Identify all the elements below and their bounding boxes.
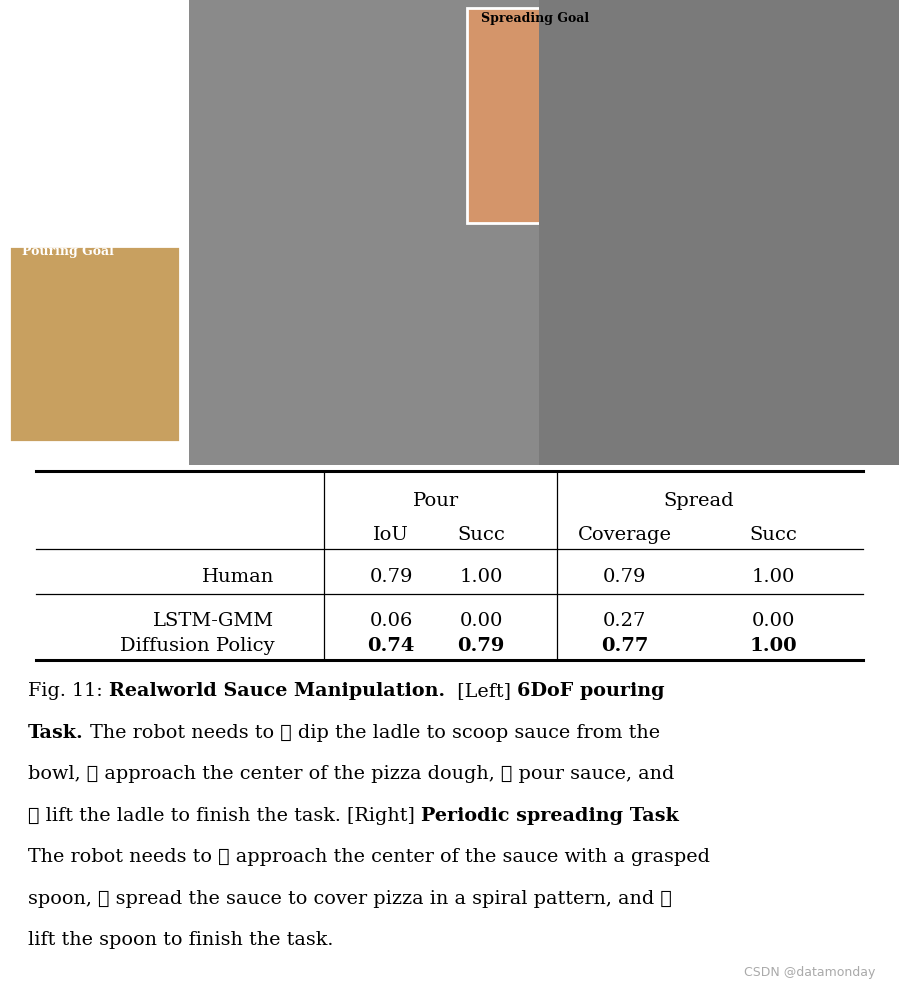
Text: The robot needs to ① dip the ladle to scoop sauce from the: The robot needs to ① dip the ladle to sc…: [84, 723, 660, 740]
Text: 0.79: 0.79: [369, 568, 413, 586]
Text: spoon, ② spread the sauce to cover pizza in a spiral pattern, and ③: spoon, ② spread the sauce to cover pizza…: [28, 888, 672, 907]
Text: Spreading Goal: Spreading Goal: [481, 12, 589, 25]
Text: Coverage: Coverage: [578, 526, 672, 543]
Text: Spread: Spread: [663, 492, 734, 510]
Text: 6DoF pouring: 6DoF pouring: [517, 681, 664, 699]
Text: Succ: Succ: [457, 526, 505, 543]
Text: Human: Human: [201, 568, 274, 586]
Text: LSTM-GMM: LSTM-GMM: [153, 611, 274, 629]
Text: Pouring Goal: Pouring Goal: [22, 245, 114, 257]
FancyBboxPatch shape: [467, 9, 683, 224]
Text: Fig. 11:: Fig. 11:: [28, 681, 109, 699]
Text: bowl, ② approach the center of the pizza dough, ③ pour sauce, and: bowl, ② approach the center of the pizza…: [28, 764, 674, 782]
Text: Pour: Pour: [413, 492, 459, 510]
Text: Succ: Succ: [749, 526, 797, 543]
Text: 1.00: 1.00: [750, 637, 797, 655]
Text: 0.00: 0.00: [459, 611, 503, 629]
Text: 1.00: 1.00: [459, 568, 503, 586]
Text: 0.79: 0.79: [458, 637, 504, 655]
Text: Task.: Task.: [28, 723, 84, 740]
Text: IoU: IoU: [373, 526, 409, 543]
Text: Realworld Sauce Manipulation.: Realworld Sauce Manipulation.: [109, 681, 445, 699]
Text: 0.74: 0.74: [368, 637, 414, 655]
Text: [Left]: [Left]: [445, 681, 517, 699]
Text: lift the spoon to finish the task.: lift the spoon to finish the task.: [28, 930, 334, 949]
FancyBboxPatch shape: [539, 0, 899, 465]
Text: 0.79: 0.79: [603, 568, 646, 586]
Text: The robot needs to ① approach the center of the sauce with a grasped: The robot needs to ① approach the center…: [28, 847, 710, 866]
Text: ④ lift the ladle to finish the task. [Right]: ④ lift the ladle to finish the task. [Ri…: [28, 806, 421, 824]
Text: 1.00: 1.00: [752, 568, 795, 586]
Text: CSDN @datamonday: CSDN @datamonday: [743, 965, 875, 978]
Text: Periodic spreading Task: Periodic spreading Task: [421, 806, 679, 824]
FancyBboxPatch shape: [9, 246, 180, 442]
Text: 0.27: 0.27: [603, 611, 646, 629]
Text: Diffusion Policy: Diffusion Policy: [120, 637, 274, 655]
FancyBboxPatch shape: [189, 0, 539, 465]
Text: 0.06: 0.06: [369, 611, 413, 629]
Text: 0.00: 0.00: [752, 611, 795, 629]
Text: 0.77: 0.77: [601, 637, 648, 655]
